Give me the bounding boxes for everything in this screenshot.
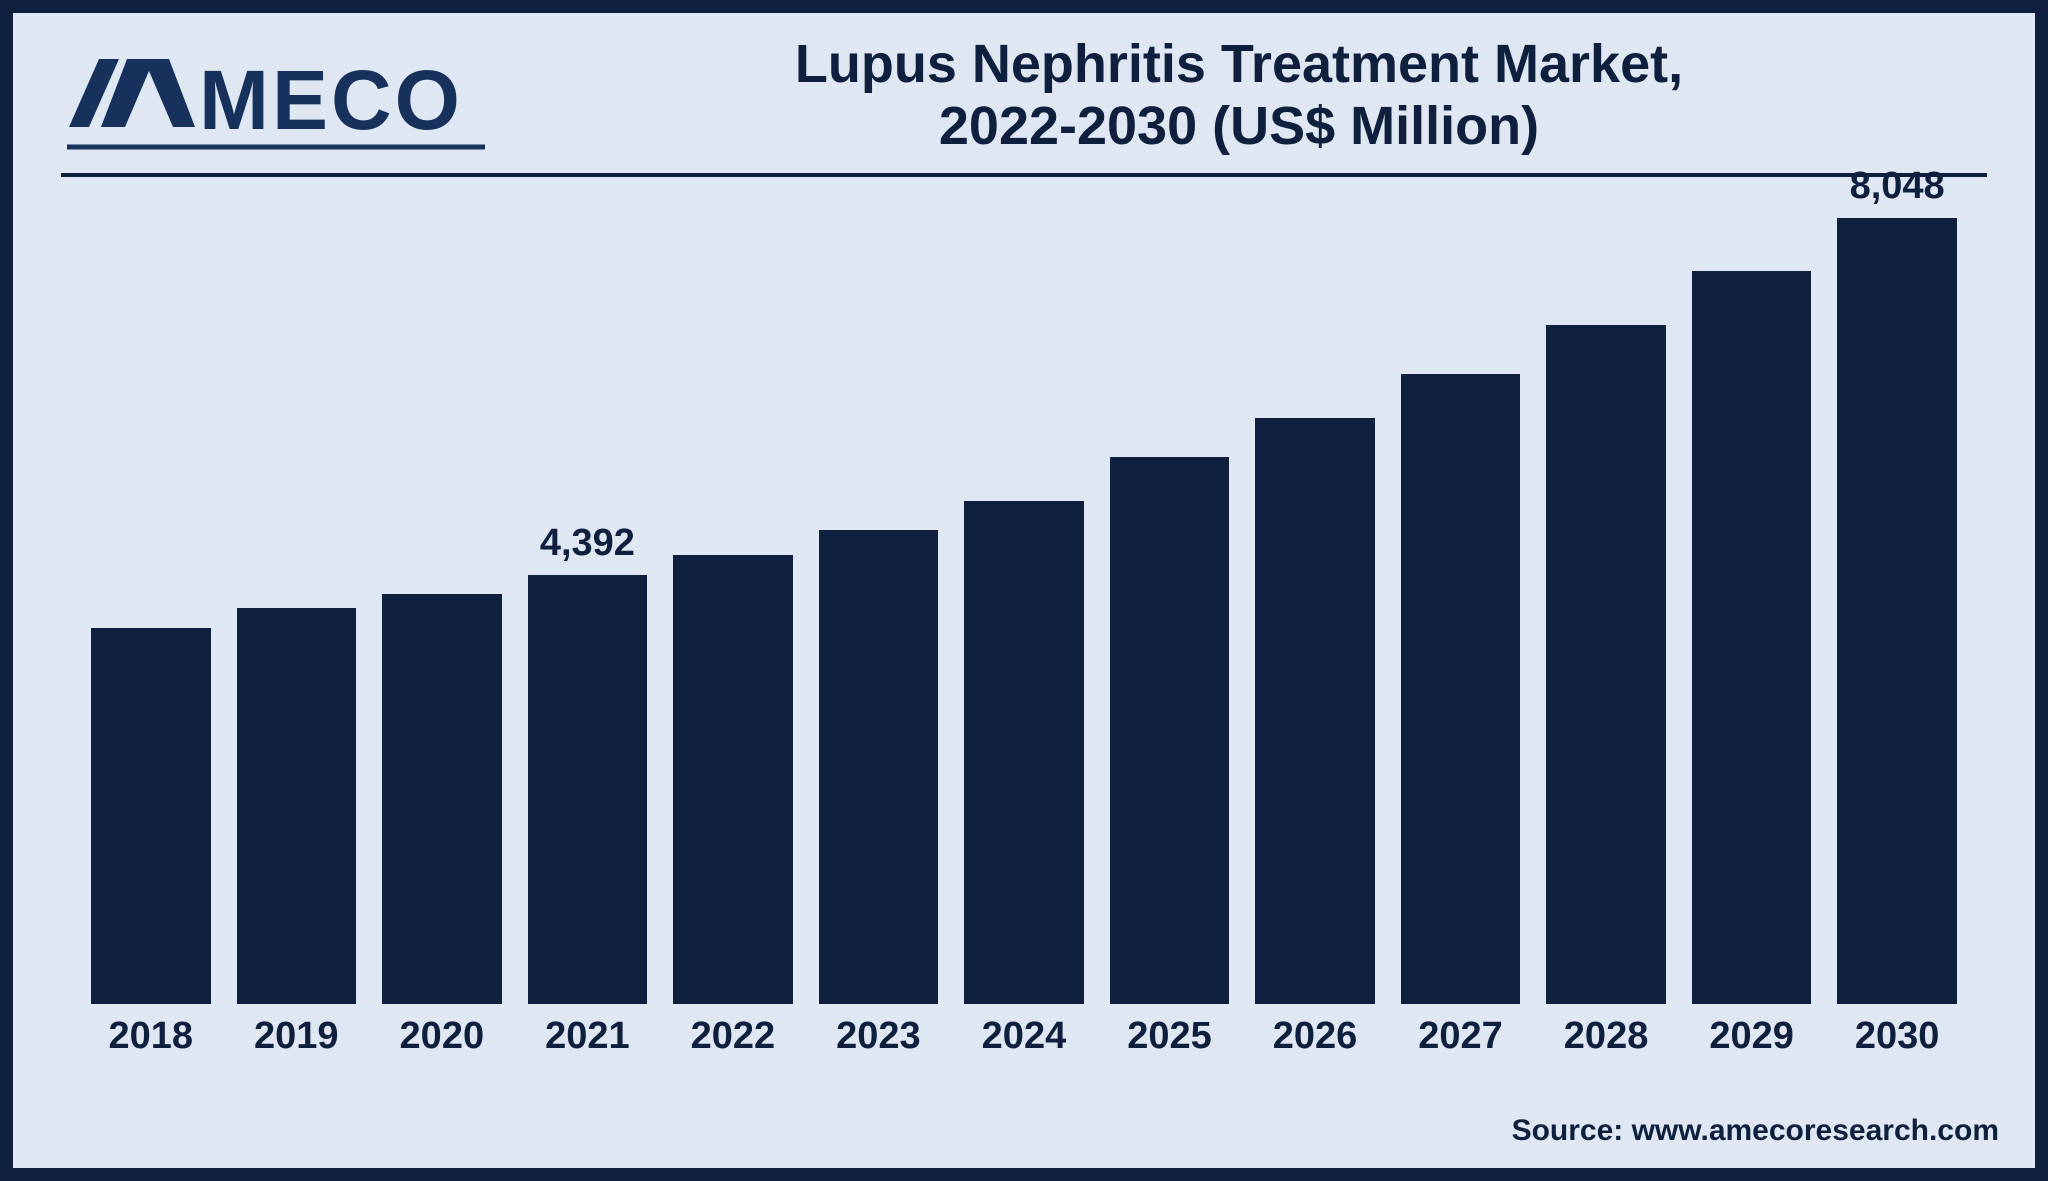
bar-slot bbox=[964, 203, 1084, 1004]
svg-text:MECO: MECO bbox=[199, 53, 463, 147]
header: MECO Lupus Nephritis Treatment Market, 2… bbox=[13, 13, 2035, 159]
x-tick-label: 2030 bbox=[1837, 1015, 1957, 1058]
x-tick-label: 2019 bbox=[237, 1015, 357, 1058]
bar bbox=[819, 530, 939, 1004]
bar bbox=[91, 628, 211, 1004]
bar-chart: 4,3928,048 20182019202020212022202320242… bbox=[83, 203, 1965, 1058]
bar-value-label: 4,392 bbox=[540, 522, 635, 565]
header-divider bbox=[61, 173, 1987, 177]
bar-slot bbox=[382, 203, 502, 1004]
bar bbox=[964, 501, 1084, 1004]
chart-background: MECO Lupus Nephritis Treatment Market, 2… bbox=[13, 13, 2035, 1168]
bar bbox=[528, 575, 648, 1004]
bars-container: 4,392 8,048 bbox=[83, 203, 1965, 1004]
ameco-logo-icon: MECO bbox=[61, 39, 491, 159]
bar-slot: 4,392 bbox=[528, 203, 648, 1004]
bar-slot bbox=[819, 203, 939, 1004]
x-tick-label: 2026 bbox=[1255, 1015, 1375, 1058]
chart-title-line2: 2022-2030 (US$ Million) bbox=[491, 95, 1987, 157]
bar-slot bbox=[237, 203, 357, 1004]
bar-slot bbox=[1401, 203, 1521, 1004]
bar bbox=[1837, 218, 1957, 1004]
bar bbox=[1546, 325, 1666, 1004]
bar-slot bbox=[1692, 203, 1812, 1004]
x-axis: 2018 2019 2020 2021 2022 2023 2024 2025 2026 2027… bbox=[83, 1015, 1965, 1058]
x-tick-label: 2021 bbox=[528, 1015, 648, 1058]
x-tick-label: 2029 bbox=[1692, 1015, 1812, 1058]
bar bbox=[382, 594, 502, 1004]
bar bbox=[1692, 271, 1812, 1004]
bar bbox=[1255, 418, 1375, 1004]
x-tick-label: 2022 bbox=[673, 1015, 793, 1058]
bar bbox=[1401, 374, 1521, 1004]
bar-slot: 8,048 bbox=[1837, 203, 1957, 1004]
source-credit: Source: www.amecoresearch.com bbox=[1512, 1114, 1999, 1148]
bar bbox=[673, 555, 793, 1004]
chart-title: Lupus Nephritis Treatment Market, 2022-2… bbox=[491, 31, 1987, 157]
brand-logo: MECO bbox=[61, 31, 491, 159]
chart-title-line1: Lupus Nephritis Treatment Market, bbox=[491, 33, 1987, 95]
bar-value-label: 8,048 bbox=[1850, 165, 1945, 208]
bar bbox=[237, 608, 357, 1004]
x-tick-label: 2023 bbox=[819, 1015, 939, 1058]
x-tick-label: 2020 bbox=[382, 1015, 502, 1058]
bar-slot bbox=[1255, 203, 1375, 1004]
bar-slot bbox=[1110, 203, 1230, 1004]
bar-slot bbox=[1546, 203, 1666, 1004]
x-tick-label: 2027 bbox=[1401, 1015, 1521, 1058]
x-tick-label: 2028 bbox=[1546, 1015, 1666, 1058]
bar bbox=[1110, 457, 1230, 1004]
x-tick-label: 2025 bbox=[1110, 1015, 1230, 1058]
x-tick-label: 2024 bbox=[964, 1015, 1084, 1058]
bar-slot bbox=[91, 203, 211, 1004]
x-tick-label: 2018 bbox=[91, 1015, 211, 1058]
chart-frame: MECO Lupus Nephritis Treatment Market, 2… bbox=[0, 0, 2048, 1181]
bar-slot bbox=[673, 203, 793, 1004]
